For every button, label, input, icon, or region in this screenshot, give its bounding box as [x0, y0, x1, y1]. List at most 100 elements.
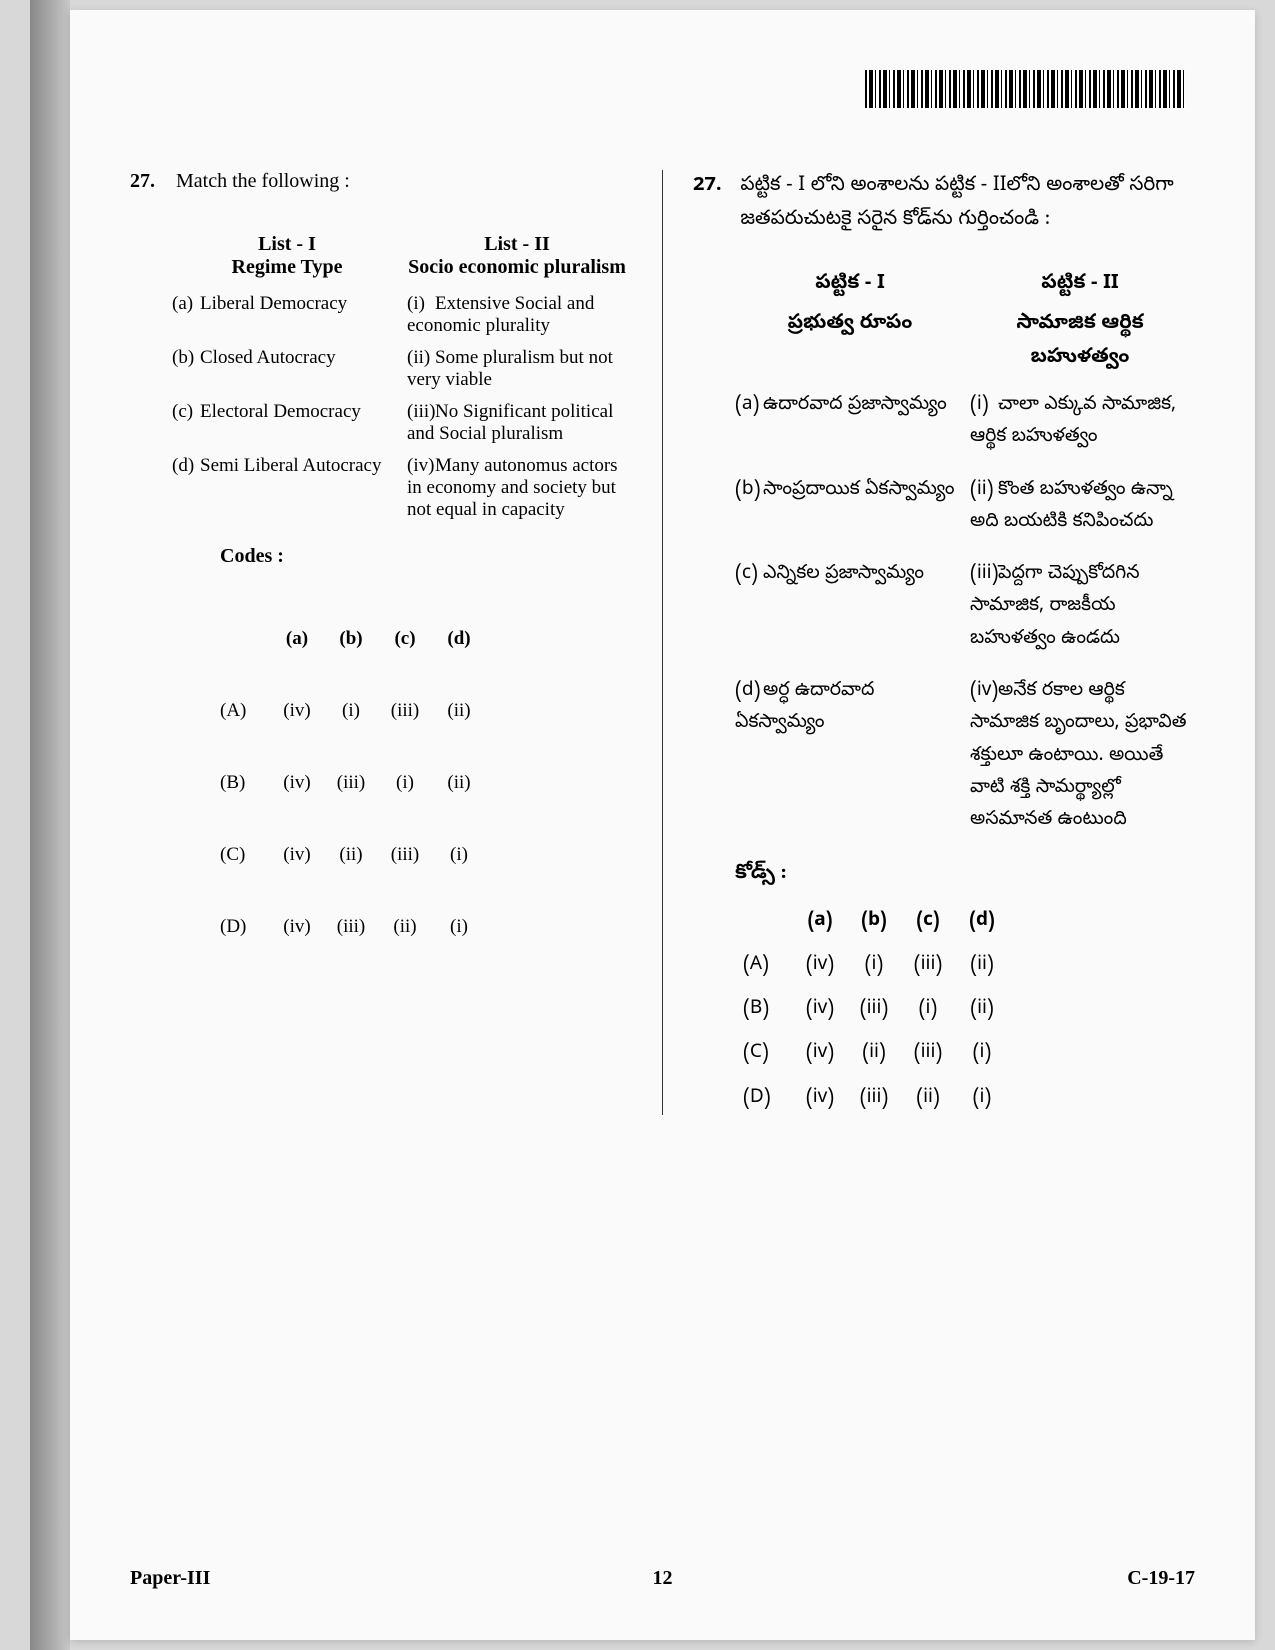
codes-col-d: (d) — [955, 906, 1009, 938]
question-prompt: పట్టిక - I లోని అంశాలను పట్టిక - IIలోని … — [740, 170, 1192, 238]
match-rows-en: (a)Liberal Democracy (i)Extensive Social… — [172, 293, 632, 521]
option-label: (A) — [743, 950, 793, 982]
option-val: (ii) — [432, 700, 486, 722]
question-block: 27. పట్టిక - I లోని అంశాలను పట్టిక - IIల… — [693, 170, 1195, 238]
option-val: (ii) — [901, 1083, 955, 1115]
list1-header: List - I — [258, 233, 316, 255]
match-right-text: Some pluralism but not very viable — [407, 347, 613, 390]
option-row: (A) (iv) (i) (iii) (ii) — [220, 700, 632, 722]
option-val: (i) — [378, 772, 432, 794]
match-right: (iii)పెద్దగా చెప్పుకోదగిన సామాజిక, రాజకీ… — [970, 559, 1195, 656]
content-columns: 27. Match the following : List - I Regim… — [130, 170, 1195, 1115]
option-val: (iv) — [270, 916, 324, 938]
option-val: (iii) — [901, 1038, 955, 1070]
option-val: (i) — [432, 916, 486, 938]
list2-subheader: Socio economic pluralism — [402, 256, 632, 279]
match-right-label: (i) — [970, 390, 998, 422]
option-row: (C) (iv) (ii) (iii) (i) — [220, 844, 632, 866]
match-left: (c)ఎన్నికల ప్రజాస్వామ్యం — [735, 559, 960, 591]
match-right: (iv)అనేక రకాల ఆర్థిక సామాజిక బృందాలు, ప్… — [970, 676, 1195, 837]
match-right-label: (iv) — [970, 676, 998, 708]
option-val: (i) — [324, 700, 378, 722]
option-val: (iv) — [270, 844, 324, 866]
codes-col-a: (a) — [270, 628, 324, 650]
match-left: (b)సాంప్రదాయిక ఏకస్వామ్యం — [735, 475, 960, 507]
codes-col-b: (b) — [847, 906, 901, 938]
match-row: (b)Closed Autocracy (ii)Some pluralism b… — [172, 347, 632, 391]
option-label: (C) — [220, 844, 270, 866]
match-row: (a)ఉదారవాద ప్రజాస్వామ్యం (i)చాలా ఎక్కువ … — [735, 390, 1195, 455]
match-left-text: Closed Autocracy — [200, 347, 336, 368]
list-subheaders: ప్రభుత్వ రూపం సామాజిక ఆర్థిక బహుళత్వం — [735, 308, 1195, 376]
match-left-text: ఎన్నికల ప్రజాస్వామ్యం — [763, 562, 924, 588]
option-val: (ii) — [847, 1038, 901, 1070]
binding-shadow — [30, 0, 70, 1650]
codes-col-c: (c) — [901, 906, 955, 938]
barcode — [865, 70, 1185, 108]
option-val: (ii) — [324, 844, 378, 866]
option-val: (ii) — [432, 772, 486, 794]
match-right: (i)చాలా ఎక్కువ సామాజిక, ఆర్థిక బహుళత్వం — [970, 390, 1195, 455]
footer-center: 12 — [653, 1567, 673, 1590]
list1-subheader: ప్రభుత్వ రూపం — [735, 308, 965, 376]
match-row: (d)అర్ధ ఉదారవాద ఏకస్వామ్యం (iv)అనేక రకాల… — [735, 676, 1195, 837]
option-val: (ii) — [955, 994, 1009, 1026]
match-row: (c)ఎన్నికల ప్రజాస్వామ్యం (iii)పెద్దగా చె… — [735, 559, 1195, 656]
match-row: (b)సాంప్రదాయిక ఏకస్వామ్యం (ii)కొంత బహుళత… — [735, 475, 1195, 540]
option-label: (B) — [743, 994, 793, 1026]
option-val: (iii) — [847, 1083, 901, 1115]
page: 27. Match the following : List - I Regim… — [70, 10, 1255, 1640]
option-val: (iv) — [793, 1038, 847, 1070]
option-label: (D) — [220, 916, 270, 938]
option-row: (B) (iv) (iii) (i) (ii) — [220, 772, 632, 794]
footer-left: Paper-III — [130, 1567, 210, 1590]
match-left: (d)అర్ధ ఉదారవాద ఏకస్వామ్యం — [735, 676, 960, 741]
match-right-text: చాలా ఎక్కువ సామాజిక, ఆర్థిక బహుళత్వం — [970, 393, 1176, 451]
match-right: (ii)కొంత బహుళత్వం ఉన్నా అది బయటికి కనిపి… — [970, 475, 1195, 540]
list-headers: పట్టిక - I పట్టిక - II — [735, 268, 1195, 302]
option-label: (D) — [743, 1083, 793, 1115]
list1-header: పట్టిక - I — [815, 271, 885, 298]
match-left-text: ఉదారవాద ప్రజాస్వామ్యం — [763, 393, 947, 419]
codes-col-d: (d) — [432, 628, 486, 650]
match-right-label: (ii) — [970, 475, 998, 507]
list2-header: List - II — [484, 233, 550, 255]
option-val: (iv) — [270, 772, 324, 794]
match-left: (a)ఉదారవాద ప్రజాస్వామ్యం — [735, 390, 960, 422]
match-right-text: కొంత బహుళత్వం ఉన్నా అది బయటికి కనిపించదు — [970, 478, 1173, 536]
match-left-label: (b) — [735, 475, 763, 507]
telugu-column: 27. పట్టిక - I లోని అంశాలను పట్టిక - IIల… — [693, 170, 1195, 1115]
match-left-text: సాంప్రదాయిక ఏకస్వామ్యం — [763, 478, 955, 504]
option-row: (D) (iv) (iii) (ii) (i) — [220, 916, 632, 938]
option-row: (A) (iv) (i) (iii) (ii) — [743, 950, 1195, 982]
codes-header: (a) (b) (c) (d) — [743, 906, 1195, 938]
english-column: 27. Match the following : List - I Regim… — [130, 170, 632, 1115]
footer-right: C-19-17 — [1127, 1567, 1195, 1590]
match-right-label: (ii) — [407, 347, 435, 369]
codes-col-b: (b) — [324, 628, 378, 650]
match-right-text: Extensive Social and economic plurality — [407, 293, 594, 336]
list1-subheader: Regime Type — [172, 256, 402, 279]
match-row: (d)Semi Liberal Autocracy (iv)Many auton… — [172, 455, 632, 521]
match-left-label: (c) — [172, 401, 200, 423]
option-row: (C) (iv) (ii) (iii) (i) — [743, 1038, 1195, 1070]
codes-header-spacer — [220, 628, 270, 650]
match-left-label: (c) — [735, 559, 763, 591]
option-val: (ii) — [955, 950, 1009, 982]
option-val: (iii) — [901, 950, 955, 982]
match-left-text: Semi Liberal Autocracy — [200, 455, 382, 476]
match-right: (ii)Some pluralism but not very viable — [407, 347, 632, 391]
option-val: (i) — [847, 950, 901, 982]
option-val: (iii) — [847, 994, 901, 1026]
option-val: (iv) — [793, 994, 847, 1026]
match-right-label: (iii) — [407, 401, 435, 423]
option-val: (iii) — [324, 916, 378, 938]
match-left-text: Liberal Democracy — [200, 293, 347, 314]
list2-header: పట్టిక - II — [1041, 271, 1118, 298]
match-rows-te: (a)ఉదారవాద ప్రజాస్వామ్యం (i)చాలా ఎక్కువ … — [735, 390, 1195, 838]
list1-header-block: List - I Regime Type — [172, 233, 402, 279]
codes-header-spacer — [743, 906, 793, 938]
option-val: (i) — [955, 1038, 1009, 1070]
match-right-label: (iv) — [407, 455, 435, 477]
question-prompt: Match the following : — [176, 170, 628, 193]
